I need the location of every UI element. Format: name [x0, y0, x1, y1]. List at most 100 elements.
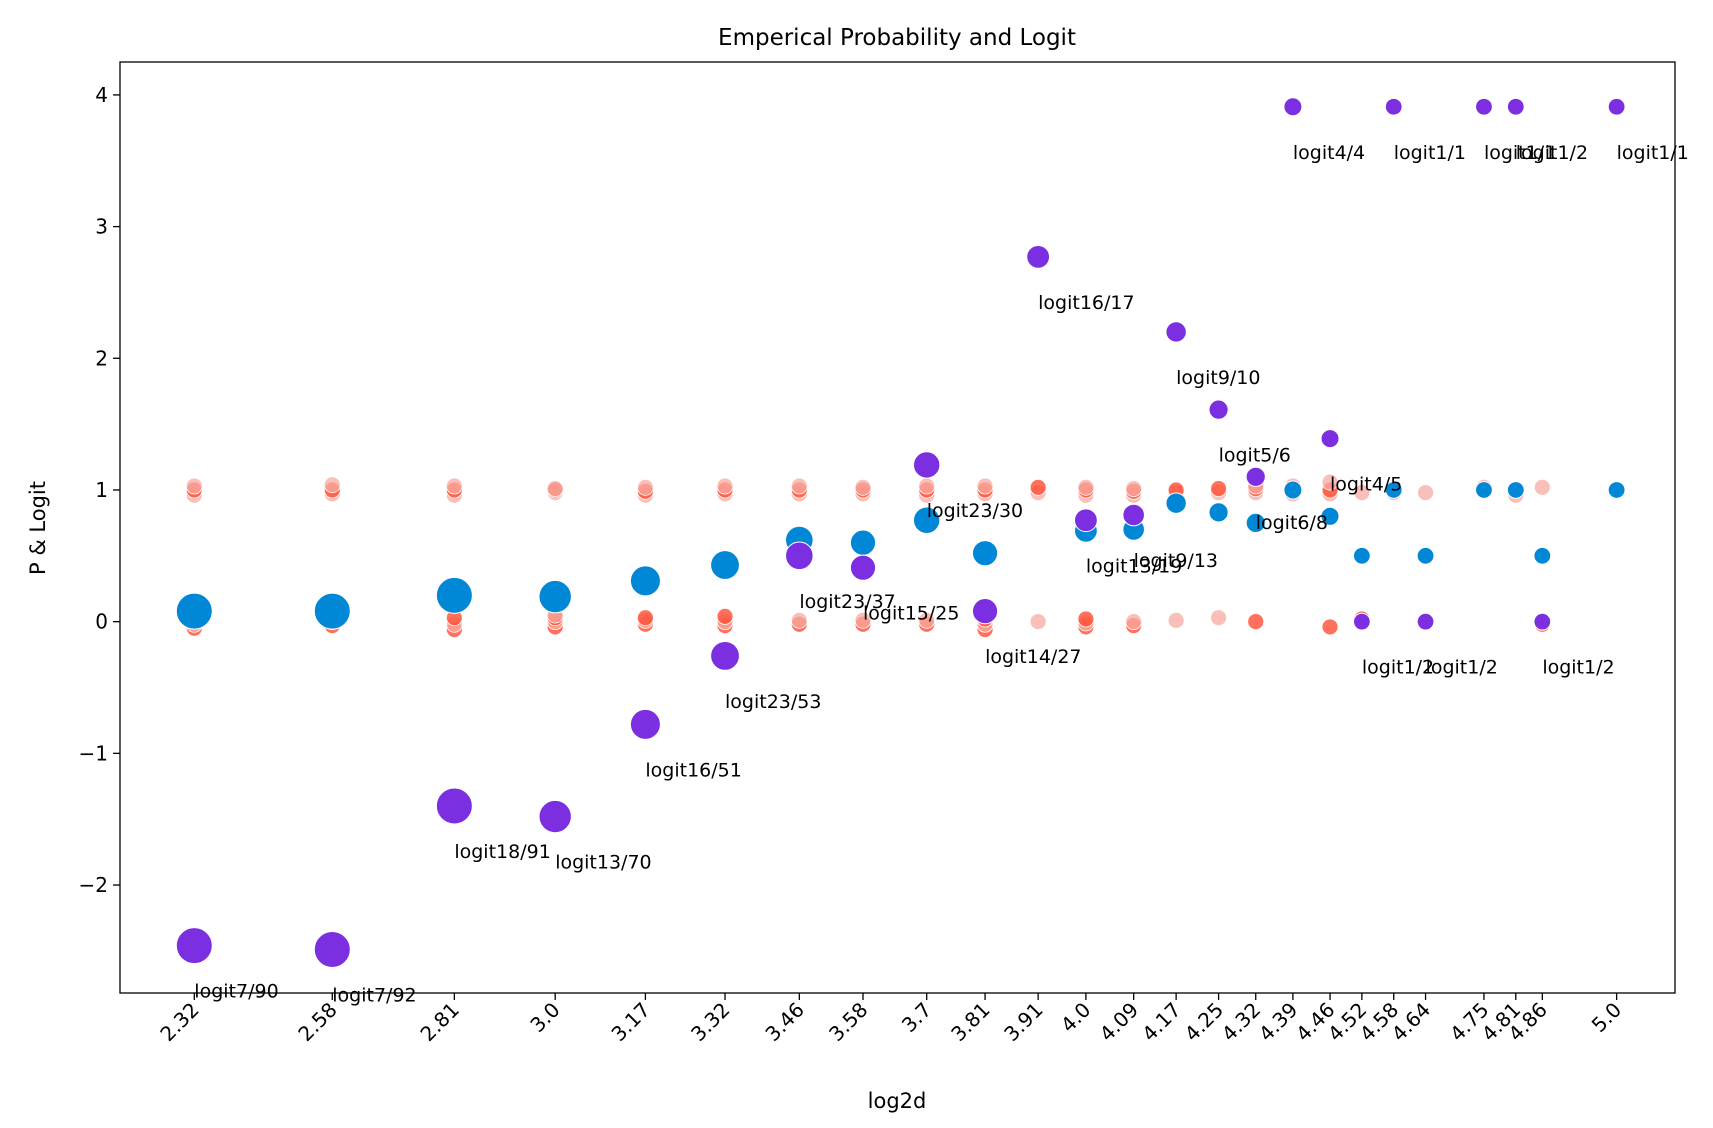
logit-point — [1506, 97, 1525, 116]
probability-point — [1416, 546, 1435, 565]
observation-point — [1167, 611, 1185, 629]
observation-point — [1353, 484, 1371, 502]
probability-point — [1283, 480, 1303, 500]
x-tick-label: 3.81 — [946, 998, 994, 1046]
probability-point — [1384, 481, 1403, 499]
annotation-label: logit23/53 — [725, 691, 821, 713]
x-tick-label: 4.32 — [1217, 998, 1265, 1046]
x-tick-label: 3.58 — [824, 998, 872, 1046]
observation-point — [854, 478, 872, 496]
observation-point — [790, 611, 808, 629]
x-tick-label: 4.64 — [1387, 998, 1435, 1046]
logit-point — [785, 541, 814, 571]
x-tick-label: 3.46 — [760, 998, 808, 1046]
logit-point — [435, 787, 473, 825]
probability-point — [1607, 481, 1626, 499]
annotation-label: logit14/27 — [985, 646, 1081, 668]
logit-point — [1607, 97, 1626, 116]
annotation-label: logit7/90 — [194, 981, 278, 1003]
annotation-label: logit9/10 — [1176, 367, 1260, 389]
annotation-label: logit23/30 — [927, 500, 1023, 522]
x-tick-label: 2.32 — [155, 998, 203, 1046]
observation-point — [1417, 484, 1434, 502]
annotation-label: logit23/37 — [799, 591, 895, 613]
observation-point — [854, 611, 872, 629]
y-tick-label: 4 — [95, 83, 108, 107]
logit-point — [1165, 321, 1187, 343]
probability-points — [175, 480, 1626, 630]
logit-point — [971, 598, 999, 625]
probability-point — [1320, 506, 1340, 526]
annotation-label: logit1/2 — [1362, 657, 1434, 679]
observation-point — [1247, 613, 1265, 631]
annotation-label: logit18/91 — [454, 841, 550, 863]
observation-point — [323, 476, 341, 494]
logit-point — [849, 554, 877, 581]
annotation-label: logit6/8 — [1256, 512, 1328, 534]
logit-point — [1352, 612, 1371, 631]
observation-point — [1077, 610, 1095, 628]
x-tick-label: 3.7 — [897, 998, 936, 1037]
probability-point — [629, 565, 661, 597]
probability-point — [710, 550, 740, 580]
y-tick-label: 1 — [95, 478, 108, 502]
probability-point — [1208, 502, 1229, 523]
annotation-label: logit7/92 — [332, 985, 416, 1007]
y-tick-label: 3 — [95, 215, 108, 239]
observation-point — [1077, 478, 1095, 496]
logit-point — [912, 451, 941, 479]
observation-point — [790, 477, 808, 495]
y-tick-label: −2 — [79, 873, 108, 897]
annotation-label: logit1/2 — [1516, 142, 1588, 164]
x-tick-label: 3.17 — [606, 998, 654, 1046]
annotations: logit7/90 logit7/92 logit18/91 logit13/70 lo… — [194, 142, 1689, 1007]
observation-point — [1533, 478, 1551, 496]
observation-point — [637, 609, 654, 627]
probability-point — [1533, 546, 1552, 565]
y-axis-label: P & Logit — [26, 481, 50, 575]
annotation-label: logit9/13 — [1134, 550, 1218, 572]
observation-point — [918, 477, 936, 495]
probability-point — [1475, 481, 1493, 499]
annotation-label: logit1/2 — [1426, 657, 1498, 679]
logit-point — [313, 931, 351, 969]
probability-point — [175, 592, 213, 630]
y-axis: −2 −1 0 1 2 3 4 — [79, 83, 120, 897]
x-tick-label: 4.09 — [1095, 998, 1143, 1046]
logit-point — [1026, 244, 1051, 269]
observation-point — [1029, 478, 1047, 496]
probability-point — [1245, 512, 1266, 533]
annotation-label: logit1/1 — [1484, 142, 1556, 164]
logit-point — [1074, 508, 1098, 533]
observation-point — [1210, 480, 1227, 498]
observation-point — [1125, 613, 1143, 631]
annotation-label: logit16/17 — [1038, 292, 1134, 314]
x-axis-label: log2d — [868, 1089, 927, 1113]
x-tick-label: 3.32 — [686, 998, 734, 1046]
observation-point — [1029, 613, 1047, 631]
logit-point — [538, 799, 572, 834]
annotation-label: logit13/19 — [1086, 555, 1182, 577]
observation-point — [546, 480, 564, 498]
logit-point — [1283, 97, 1303, 117]
x-tick-label: 4.17 — [1137, 998, 1185, 1046]
annotation-label: logit4/5 — [1330, 474, 1402, 496]
logit-point — [1416, 612, 1435, 631]
logit-point — [1320, 429, 1340, 449]
observation-point — [716, 477, 734, 495]
logit-point — [710, 640, 740, 671]
probability-point — [1165, 492, 1187, 514]
x-tick-label: 3.0 — [525, 998, 564, 1037]
probability-point — [1352, 546, 1371, 565]
observation-point — [1321, 473, 1339, 491]
x-tick-label: 4.39 — [1254, 998, 1302, 1046]
observation-point — [185, 477, 203, 495]
y-tick-label: 2 — [95, 346, 108, 370]
observation-point — [976, 477, 994, 495]
annotation-label: logit5/6 — [1219, 445, 1291, 467]
probability-point — [1506, 481, 1525, 499]
y-tick-label: 0 — [95, 610, 108, 634]
logit-points — [175, 97, 1626, 969]
x-tick-label: 2.81 — [415, 998, 463, 1046]
